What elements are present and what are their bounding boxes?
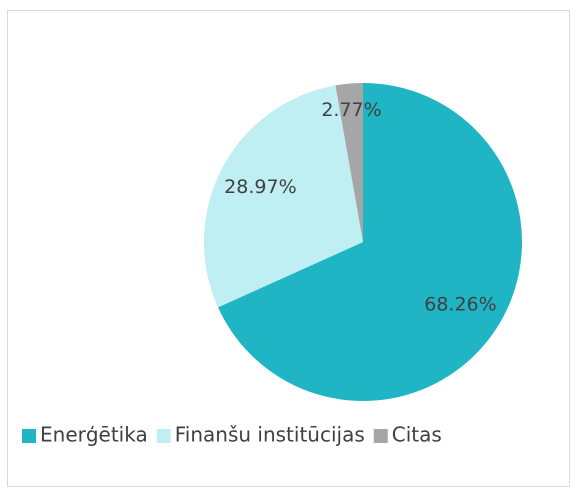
pie-slice — [203, 85, 363, 308]
data-label: 2.77% — [321, 99, 381, 121]
data-label: 28.97% — [224, 176, 296, 198]
legend-swatch — [22, 429, 36, 443]
legend-swatch — [156, 429, 171, 443]
legend-swatch — [373, 429, 388, 443]
pie-slice — [218, 83, 523, 401]
legend-label: Citas — [392, 423, 442, 447]
legend-label: Enerģētika — [40, 423, 148, 447]
pie-slice — [335, 83, 363, 242]
data-label: 68.26% — [424, 293, 496, 315]
legend-label: Finanšu institūcijas — [175, 423, 365, 447]
